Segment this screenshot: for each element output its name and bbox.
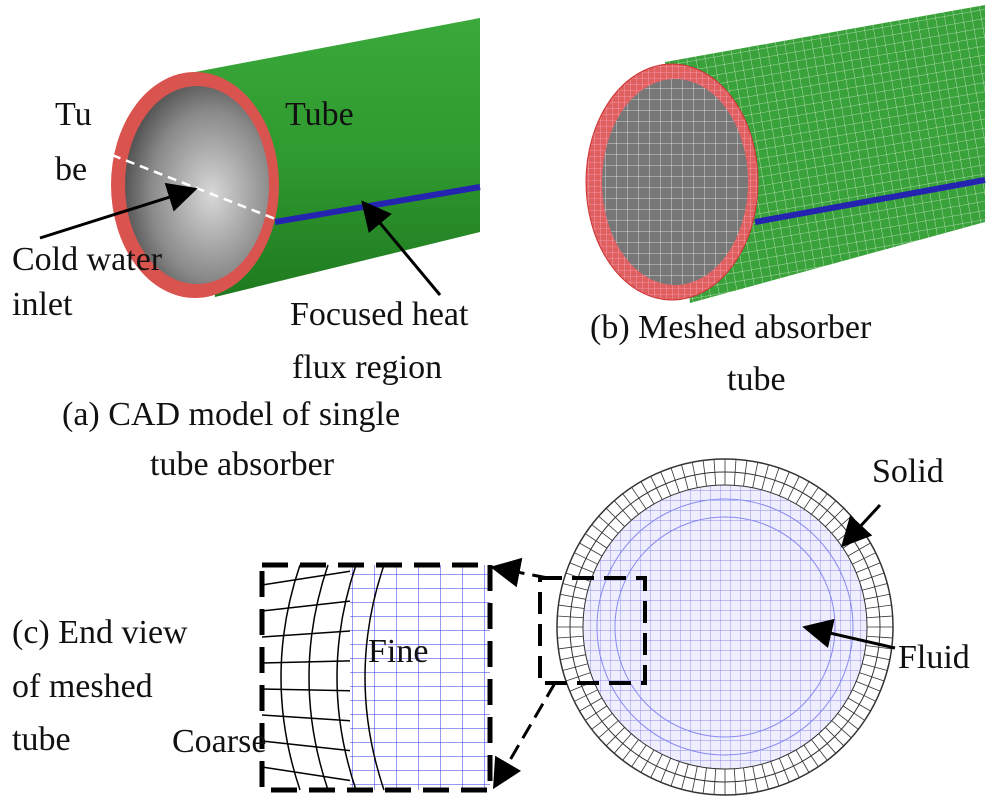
arrow: [496, 568, 548, 578]
label: Solid: [872, 453, 944, 490]
label: Fine: [368, 633, 428, 670]
panel-a: Tu be Tube Cold water inlet Focused heat…: [12, 18, 480, 483]
label: Cold water: [12, 241, 163, 278]
panel-b: (b) Meshed absorber tube: [586, 5, 985, 398]
label: inlet: [12, 286, 73, 323]
label: Coarse: [172, 723, 266, 760]
caption: (a) CAD model of single: [62, 396, 400, 433]
caption: (b) Meshed absorber: [590, 309, 872, 346]
caption: (c) End view: [12, 614, 188, 651]
label: Tu: [55, 96, 92, 133]
label: flux region: [292, 349, 442, 386]
caption: tube: [727, 361, 786, 398]
label: Tube: [285, 96, 354, 133]
panel-c: (c) End view of meshed tube Solid Fluid …: [12, 453, 970, 795]
caption: of meshed: [12, 668, 153, 705]
caption: tube: [12, 721, 71, 758]
arrow: [496, 683, 555, 784]
label: Fluid: [898, 639, 970, 676]
fluid: [583, 485, 867, 769]
tube-inner: [602, 79, 748, 285]
figure: Tu be Tube Cold water inlet Focused heat…: [0, 0, 991, 796]
label: Focused heat: [290, 296, 469, 333]
caption: tube absorber: [150, 446, 335, 483]
label: be: [55, 151, 87, 188]
